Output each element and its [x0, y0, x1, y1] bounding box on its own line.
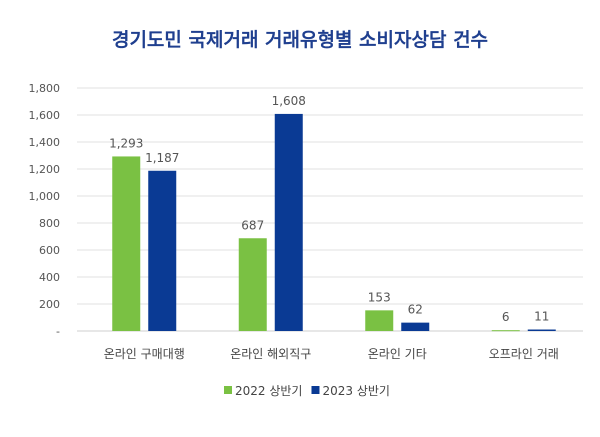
- y-tick-label: 800: [39, 217, 60, 230]
- data-label: 62: [408, 303, 423, 317]
- data-label: 153: [368, 290, 391, 304]
- x-tick-label: 온라인 구매대행: [104, 346, 185, 361]
- x-tick-label: 오프라인 거래: [489, 347, 559, 361]
- bar: [238, 238, 267, 331]
- bar: [274, 113, 303, 331]
- y-tick-label: 1,000: [29, 190, 61, 203]
- bar: [401, 322, 430, 331]
- legend-swatch: [224, 386, 232, 394]
- bar: [365, 310, 394, 331]
- bar: [527, 329, 556, 331]
- bar: [491, 330, 520, 332]
- legend: 2022 상반기 2023 상반기: [224, 384, 390, 398]
- data-label: 1,608: [272, 94, 306, 108]
- x-tick-label: 온라인 해외직구: [230, 347, 311, 361]
- bar: [112, 156, 141, 331]
- y-axis: - 200 400 600 800 1,000 1,200 1,400 1,600 1,800: [29, 82, 61, 338]
- legend-label: 2023 상반기: [322, 384, 389, 398]
- data-label: 6: [502, 310, 510, 324]
- y-tick-label: 400: [39, 271, 60, 284]
- data-label: 1,187: [145, 151, 179, 165]
- data-label: 11: [534, 310, 549, 324]
- data-label: 687: [241, 218, 264, 232]
- data-label: 1,293: [109, 136, 143, 150]
- y-tick-label: 1,800: [29, 82, 61, 95]
- y-tick-label: 1,600: [29, 109, 61, 122]
- y-tick-label: 200: [39, 298, 60, 311]
- chart-title: 경기도민 국제거래 거래유형별 소비자상담 건수: [112, 29, 488, 51]
- y-tick-label: 1,400: [29, 136, 61, 149]
- x-axis: 온라인 구매대행 온라인 해외직구 온라인 기타 오프라인 거래: [104, 346, 559, 361]
- x-tick-label: 온라인 기타: [368, 347, 427, 361]
- y-tick-label: -: [56, 325, 60, 338]
- bar: [148, 170, 177, 331]
- legend-label: 2022 상반기: [235, 384, 302, 398]
- y-tick-label: 1,200: [29, 163, 61, 176]
- y-tick-label: 600: [39, 244, 60, 257]
- legend-swatch: [311, 386, 320, 394]
